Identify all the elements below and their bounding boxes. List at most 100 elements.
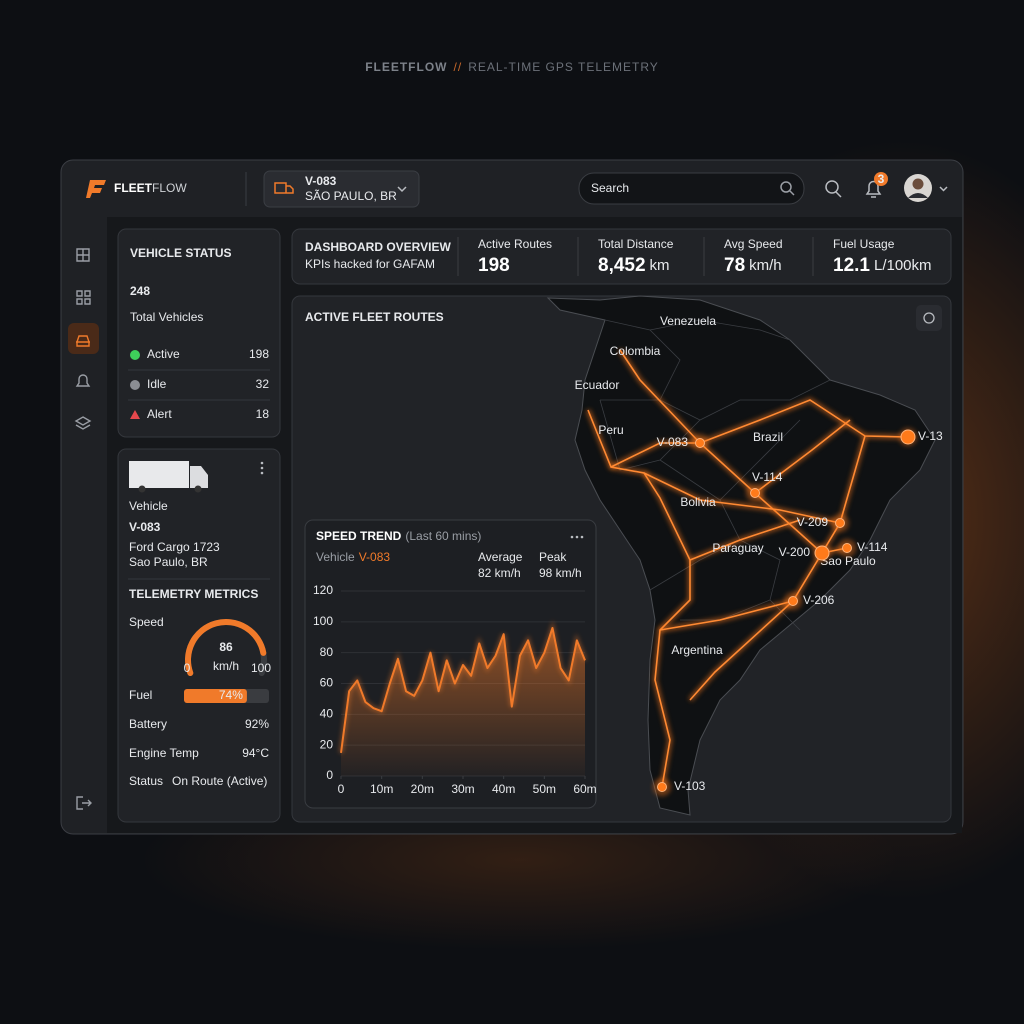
kpi-unit: L/100km (874, 257, 932, 274)
status-label: Active (147, 347, 180, 361)
more-menu[interactable] (260, 461, 264, 465)
more-menu[interactable] (570, 535, 574, 539)
y-tick-label: 120 (313, 583, 333, 597)
vehicle-marker[interactable]: V-083 (657, 434, 709, 452)
line (340, 627, 586, 754)
y-tick-label: 0 (326, 768, 333, 782)
kpi-label: Avg Speed (724, 237, 783, 251)
kpi-value: 198 (478, 255, 510, 276)
marker (657, 782, 667, 792)
vehicle-location: Sao Paulo, BR (129, 555, 208, 569)
avatar-body (908, 193, 928, 198)
border-line (599, 399, 701, 471)
y-tick-label: 20 (320, 737, 334, 751)
x-tick-label: 10m (370, 782, 393, 796)
telemetry-title: TELEMETRY METRICS (129, 587, 258, 601)
truck-box (129, 461, 189, 488)
truck-icon (274, 182, 294, 194)
speed-vehicle-label: Vehicle (316, 550, 355, 564)
status-icon (130, 410, 140, 419)
truck-wheel (138, 485, 146, 493)
nav-dashboard[interactable] (76, 248, 90, 262)
total-vehicles: 248 (130, 284, 150, 298)
user-menu[interactable] (904, 174, 948, 202)
status-dot (130, 380, 140, 390)
card-title: VEHICLE STATUS (130, 246, 232, 260)
kpi-unit: km/h (749, 257, 782, 274)
vehicle-marker[interactable]: V-13 (899, 428, 943, 446)
route (619, 349, 701, 444)
status-value: 198 (249, 347, 269, 361)
more-menu[interactable] (580, 535, 584, 539)
gauge-min: 0 (184, 661, 191, 675)
search-icon (835, 191, 842, 198)
marker-label: V-13 (918, 429, 943, 443)
status-value: 18 (256, 407, 270, 421)
marker (750, 488, 760, 498)
x-tick-label: 60m (573, 782, 596, 796)
map-region-label: Bolivia (680, 495, 716, 509)
more-menu[interactable] (260, 466, 264, 470)
vehicle-model: Ford Cargo 1723 (129, 540, 220, 554)
notifications-button[interactable]: 3 (865, 172, 888, 198)
more-menu[interactable] (260, 471, 264, 475)
kpi-value-text: 8,452 km (598, 255, 670, 276)
locate-button[interactable] (916, 305, 942, 331)
speed-vehicle-id: V-083 (359, 550, 391, 564)
vehicle-marker[interactable]: V-103 (653, 778, 706, 796)
chevron (397, 186, 407, 193)
fuel-label: Fuel (129, 688, 152, 702)
map-region-label: Brazil (753, 430, 783, 444)
overview-title: DASHBOARD OVERVIEW (305, 240, 451, 254)
vehicle-marker[interactable]: V-209 (797, 514, 849, 532)
border-line (649, 319, 791, 341)
search-icon (789, 190, 795, 196)
status-label: Alert (147, 407, 172, 421)
area (341, 628, 585, 776)
nav-grid[interactable] (76, 290, 91, 305)
search-field (578, 172, 805, 205)
search-box[interactable]: Search (578, 172, 805, 205)
total-label: Total Vehicles (130, 310, 203, 324)
search-button[interactable] (825, 180, 842, 198)
map-region-label: Peru (598, 423, 623, 437)
map-region-label: Paraguay (712, 541, 763, 555)
vehicle-status-card (117, 228, 281, 438)
bell-icon (865, 180, 882, 198)
marker-label: V-114 (857, 540, 888, 554)
marker-label: V-206 (803, 593, 835, 607)
kpi-value-text: 12.1 L/100km (833, 255, 932, 276)
chevron (939, 186, 948, 192)
map-region-label: Ecuador (575, 378, 620, 392)
marker-label: V-209 (797, 515, 829, 529)
logo: FLEETFLOW (86, 180, 187, 198)
kpi-value: 8,452 (598, 255, 646, 276)
page-heading: FLEETFLOW // REAL-TIME GPS TELEMETRY (365, 60, 659, 74)
selector-box (263, 170, 420, 208)
nav-alerts[interactable] (75, 374, 91, 387)
vehicle-marker[interactable]: V-200 (779, 544, 831, 562)
search-placeholder: Search (591, 181, 629, 195)
map-region-label: Colombia (610, 344, 661, 358)
nav-logout[interactable] (76, 796, 92, 810)
nav-vehicles[interactable] (76, 335, 90, 347)
route (689, 519, 801, 561)
status-value: 32 (256, 377, 270, 391)
nav-layers[interactable] (74, 416, 92, 430)
route (754, 419, 851, 494)
border-line (719, 419, 801, 501)
more-menu[interactable] (575, 535, 579, 539)
vehicle-label: Vehicle (129, 499, 168, 513)
vehicle-marker[interactable]: V-206 (784, 592, 835, 610)
chart-title-line: SPEED TREND (Last 60 mins) (316, 529, 481, 543)
selected-vehicle-location: SÃO PAULO, BR (305, 189, 397, 203)
logo-mark (86, 180, 106, 198)
marker (814, 545, 830, 561)
selected-vehicle-id: V-083 (305, 174, 337, 188)
speed-vehicle-line: Vehicle V-083 (316, 550, 390, 564)
marker (900, 429, 916, 445)
vehicle-marker[interactable]: V-114 (746, 470, 783, 502)
vehicle-marker[interactable]: V-114 (838, 539, 888, 557)
